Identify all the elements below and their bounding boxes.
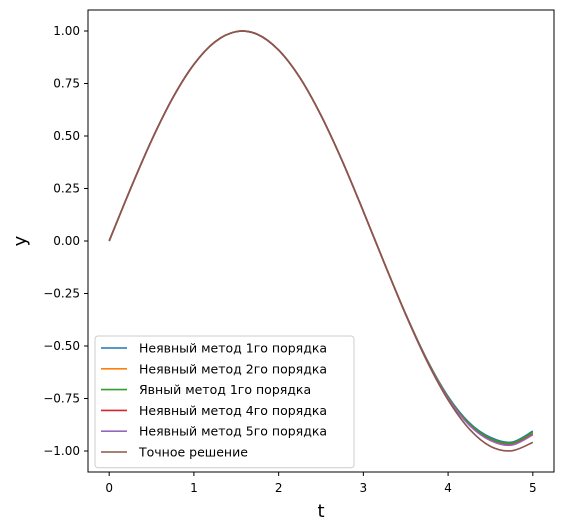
legend: Неявный метод 1го порядка Неявный метод 2… (94, 335, 355, 469)
x-tick-label: 1 (190, 481, 198, 495)
x-tick-label: 0 (105, 481, 113, 495)
legend-label: Неявный метод 4го порядка (139, 403, 327, 418)
legend-label: Неявный метод 5го порядка (139, 424, 327, 439)
y-axis: 1.00 0.75 0.50 0.25 0.00 −0.25 −0.50 −0.75 −1.00 (43, 24, 88, 458)
y-tick-label: −1.00 (43, 444, 80, 458)
x-tick-label: 3 (360, 481, 368, 495)
y-tick-label: 0.75 (53, 77, 80, 91)
x-axis-title: t (317, 501, 324, 522)
legend-label: Точное решение (138, 445, 248, 460)
x-tick-label: 2 (275, 481, 283, 495)
series-line-6 (108, 30, 534, 452)
y-tick-label: 0.50 (53, 129, 80, 143)
legend-label: Неявный метод 2го порядка (139, 361, 327, 376)
legend-box (94, 335, 355, 469)
x-tick-label: 5 (529, 481, 537, 495)
y-tick-label: −0.75 (43, 392, 80, 406)
legend-label: Неявный метод 1го порядка (139, 341, 327, 356)
y-tick-label: 1.00 (53, 24, 80, 38)
x-tick-label: 4 (444, 481, 452, 495)
legend-label: Явный метод 1го порядка (139, 382, 311, 397)
y-tick-label: 0.00 (53, 234, 80, 248)
y-axis-title: y (10, 235, 31, 246)
y-tick-label: −0.25 (43, 287, 80, 301)
y-tick-label: −0.50 (43, 339, 80, 353)
plot-lines (108, 30, 534, 452)
y-tick-label: 0.25 (53, 182, 80, 196)
x-axis: 0 1 2 3 4 5 (105, 472, 537, 495)
